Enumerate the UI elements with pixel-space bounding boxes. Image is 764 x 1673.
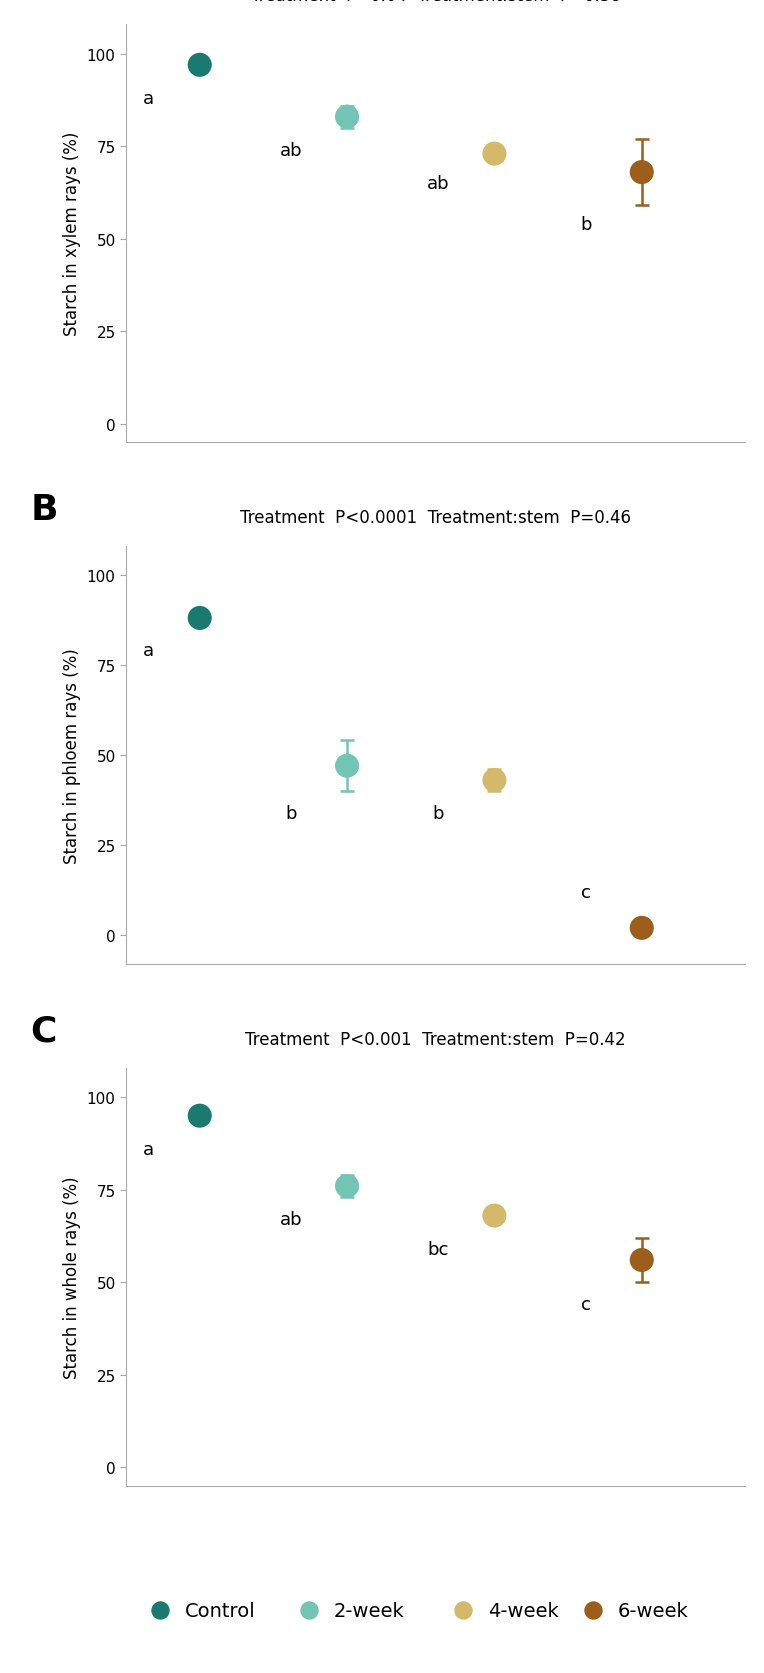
Text: ab: ab [280,1211,303,1228]
Point [488,141,500,167]
Text: c: c [581,1295,591,1313]
Y-axis label: Starch in phloem rays (%): Starch in phloem rays (%) [63,647,81,863]
Text: 6-week: 6-week [618,1601,689,1619]
Point [193,52,206,79]
Text: 4-week: 4-week [488,1601,558,1619]
Text: c: c [581,883,591,902]
Text: B: B [30,492,57,527]
Text: Treatment  P<0.001  Treatment:stem  P=0.42: Treatment P<0.001 Treatment:stem P=0.42 [245,1031,626,1049]
Point [341,1173,353,1200]
Text: ab: ab [427,176,450,192]
Text: bc: bc [428,1240,449,1258]
Text: ab: ab [280,142,303,161]
Y-axis label: Starch in whole rays (%): Starch in whole rays (%) [63,1176,81,1379]
Text: b: b [432,805,444,821]
Text: 2-week: 2-week [333,1601,404,1619]
Text: C: C [30,1014,57,1047]
Text: A: A [30,0,58,5]
Point [193,1103,206,1129]
Text: Treatment  P<0.0001  Treatment:stem  P=0.46: Treatment P<0.0001 Treatment:stem P=0.46 [240,509,631,527]
Point [488,768,500,795]
Point [488,1203,500,1230]
Y-axis label: Starch in xylem rays (%): Starch in xylem rays (%) [63,132,81,336]
Text: Control: Control [185,1601,256,1619]
Text: a: a [143,1141,154,1158]
Point [193,606,206,632]
Point [154,1598,167,1624]
Point [636,915,648,942]
Text: Treatment  P=0.04  Treatment:stem  P=0.38: Treatment P=0.04 Treatment:stem P=0.38 [251,0,620,5]
Text: a: a [143,642,154,659]
Point [341,104,353,130]
Text: b: b [285,805,297,821]
Text: b: b [580,216,591,234]
Point [303,1598,315,1624]
Point [636,159,648,186]
Text: a: a [143,90,154,109]
Point [588,1598,600,1624]
Point [341,753,353,780]
Point [636,1246,648,1273]
Point [457,1598,469,1624]
